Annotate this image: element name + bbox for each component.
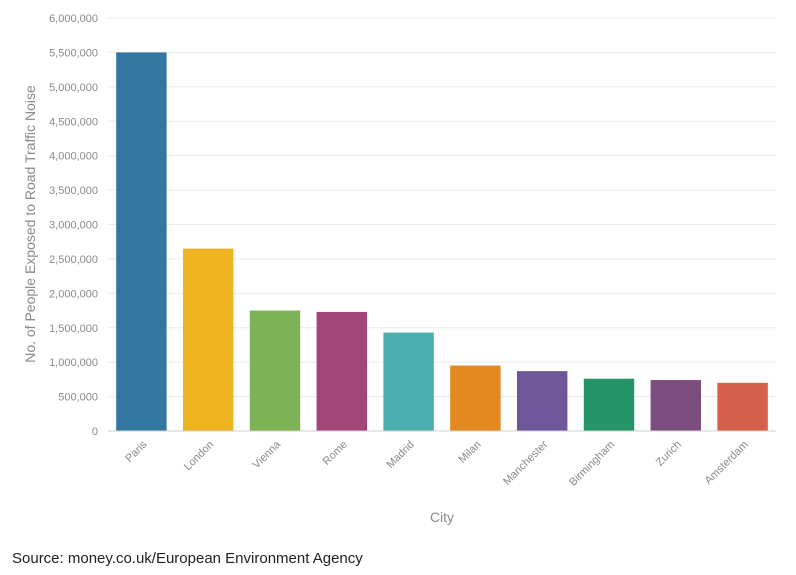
y-axis-ticks: 0 500,000 1,000,000 1,500,000 2,000,000 2,500… [49,13,98,438]
bar-milan[interactable] [450,365,501,431]
x-tick-label: London [182,439,216,473]
x-tick-label: Madrid [384,439,416,471]
y-tick-label: 2,500,000 [49,254,98,266]
bar-madrid[interactable] [383,332,434,431]
y-tick-label: 5,000,000 [49,82,98,94]
x-tick-label: Milan [456,439,483,466]
x-tick-label: Zurich [654,439,684,469]
bar-rome[interactable] [316,311,368,431]
bar-london[interactable] [182,248,234,431]
x-tick-label: Rome [321,439,350,468]
bar-paris[interactable] [116,52,167,432]
y-tick-label: 500,000 [58,392,98,404]
bar-birmingham[interactable] [583,378,635,431]
x-axis-title: City [430,509,454,525]
x-tick-label: Amsterdam [702,439,750,487]
y-tick-label: 2,000,000 [49,288,98,300]
x-tick-label: Vienna [251,438,284,471]
x-axis-ticks: Paris London Vienna Rome Madrid Milan Manchest… [123,438,750,489]
x-tick-label: Manchester [501,438,550,487]
x-tick-label: Paris [123,438,150,465]
y-tick-label: 6,000,000 [49,13,98,25]
x-tick-label: Birmingham [567,439,617,489]
y-tick-label: 5,500,000 [49,47,98,59]
y-tick-label: 3,000,000 [49,220,98,232]
y-tick-label: 3,500,000 [49,185,98,197]
bar-vienna[interactable] [249,310,301,431]
y-tick-label: 1,000,000 [49,357,98,369]
y-tick-label: 1,500,000 [49,323,98,335]
bars [116,52,768,432]
y-axis-title: No. of People Exposed to Road Traffic No… [22,85,38,363]
y-tick-label: 4,000,000 [49,151,98,163]
bar-zurich[interactable] [650,380,702,431]
bar-manchester[interactable] [516,371,568,431]
source-note: Source: money.co.uk/European Environment… [12,550,363,567]
y-tick-label: 4,500,000 [49,116,98,128]
bar-amsterdam[interactable] [717,382,768,431]
y-tick-label: 0 [92,426,98,438]
